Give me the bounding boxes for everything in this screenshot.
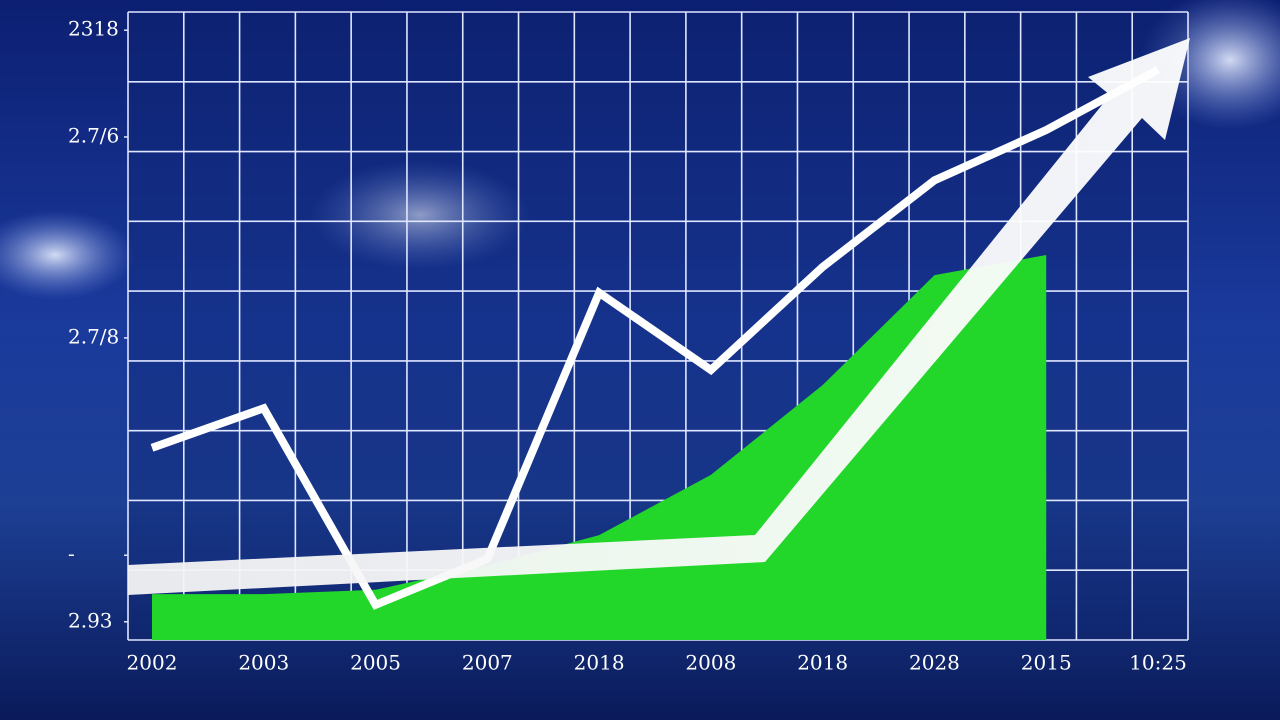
light — [0, 210, 135, 300]
x-tick-label: 2005 — [350, 651, 401, 675]
y-tick-label: - — [68, 542, 75, 566]
y-tick-label: 2.7/6 — [68, 123, 119, 147]
x-tick-label: 2028 — [909, 651, 960, 675]
labels: 2318 2.7/6 2.7/8 - 2.93 2002 2003 2005 2007 2018 2… — [68, 17, 1187, 675]
x-tick-label: 2015 — [1021, 651, 1072, 675]
x-tick-label: 10:25 — [1129, 651, 1187, 675]
y-tick-label: 2.7/8 — [68, 324, 119, 348]
line — [150, 66, 1160, 610]
x-tick-label: 2018 — [797, 651, 848, 675]
marks — [150, 66, 1160, 640]
x-tick-label: 2003 — [238, 651, 289, 675]
area — [152, 255, 1047, 640]
light — [310, 160, 530, 270]
y-tick-label: 2318 — [68, 17, 119, 41]
x-tick-label: 2002 — [127, 651, 178, 675]
x-tick-label: 2018 — [574, 651, 625, 675]
x-tick-label: 2008 — [685, 651, 736, 675]
y-tick-label: 2.93 — [68, 608, 113, 632]
x-tick-label: 2007 — [462, 651, 513, 675]
